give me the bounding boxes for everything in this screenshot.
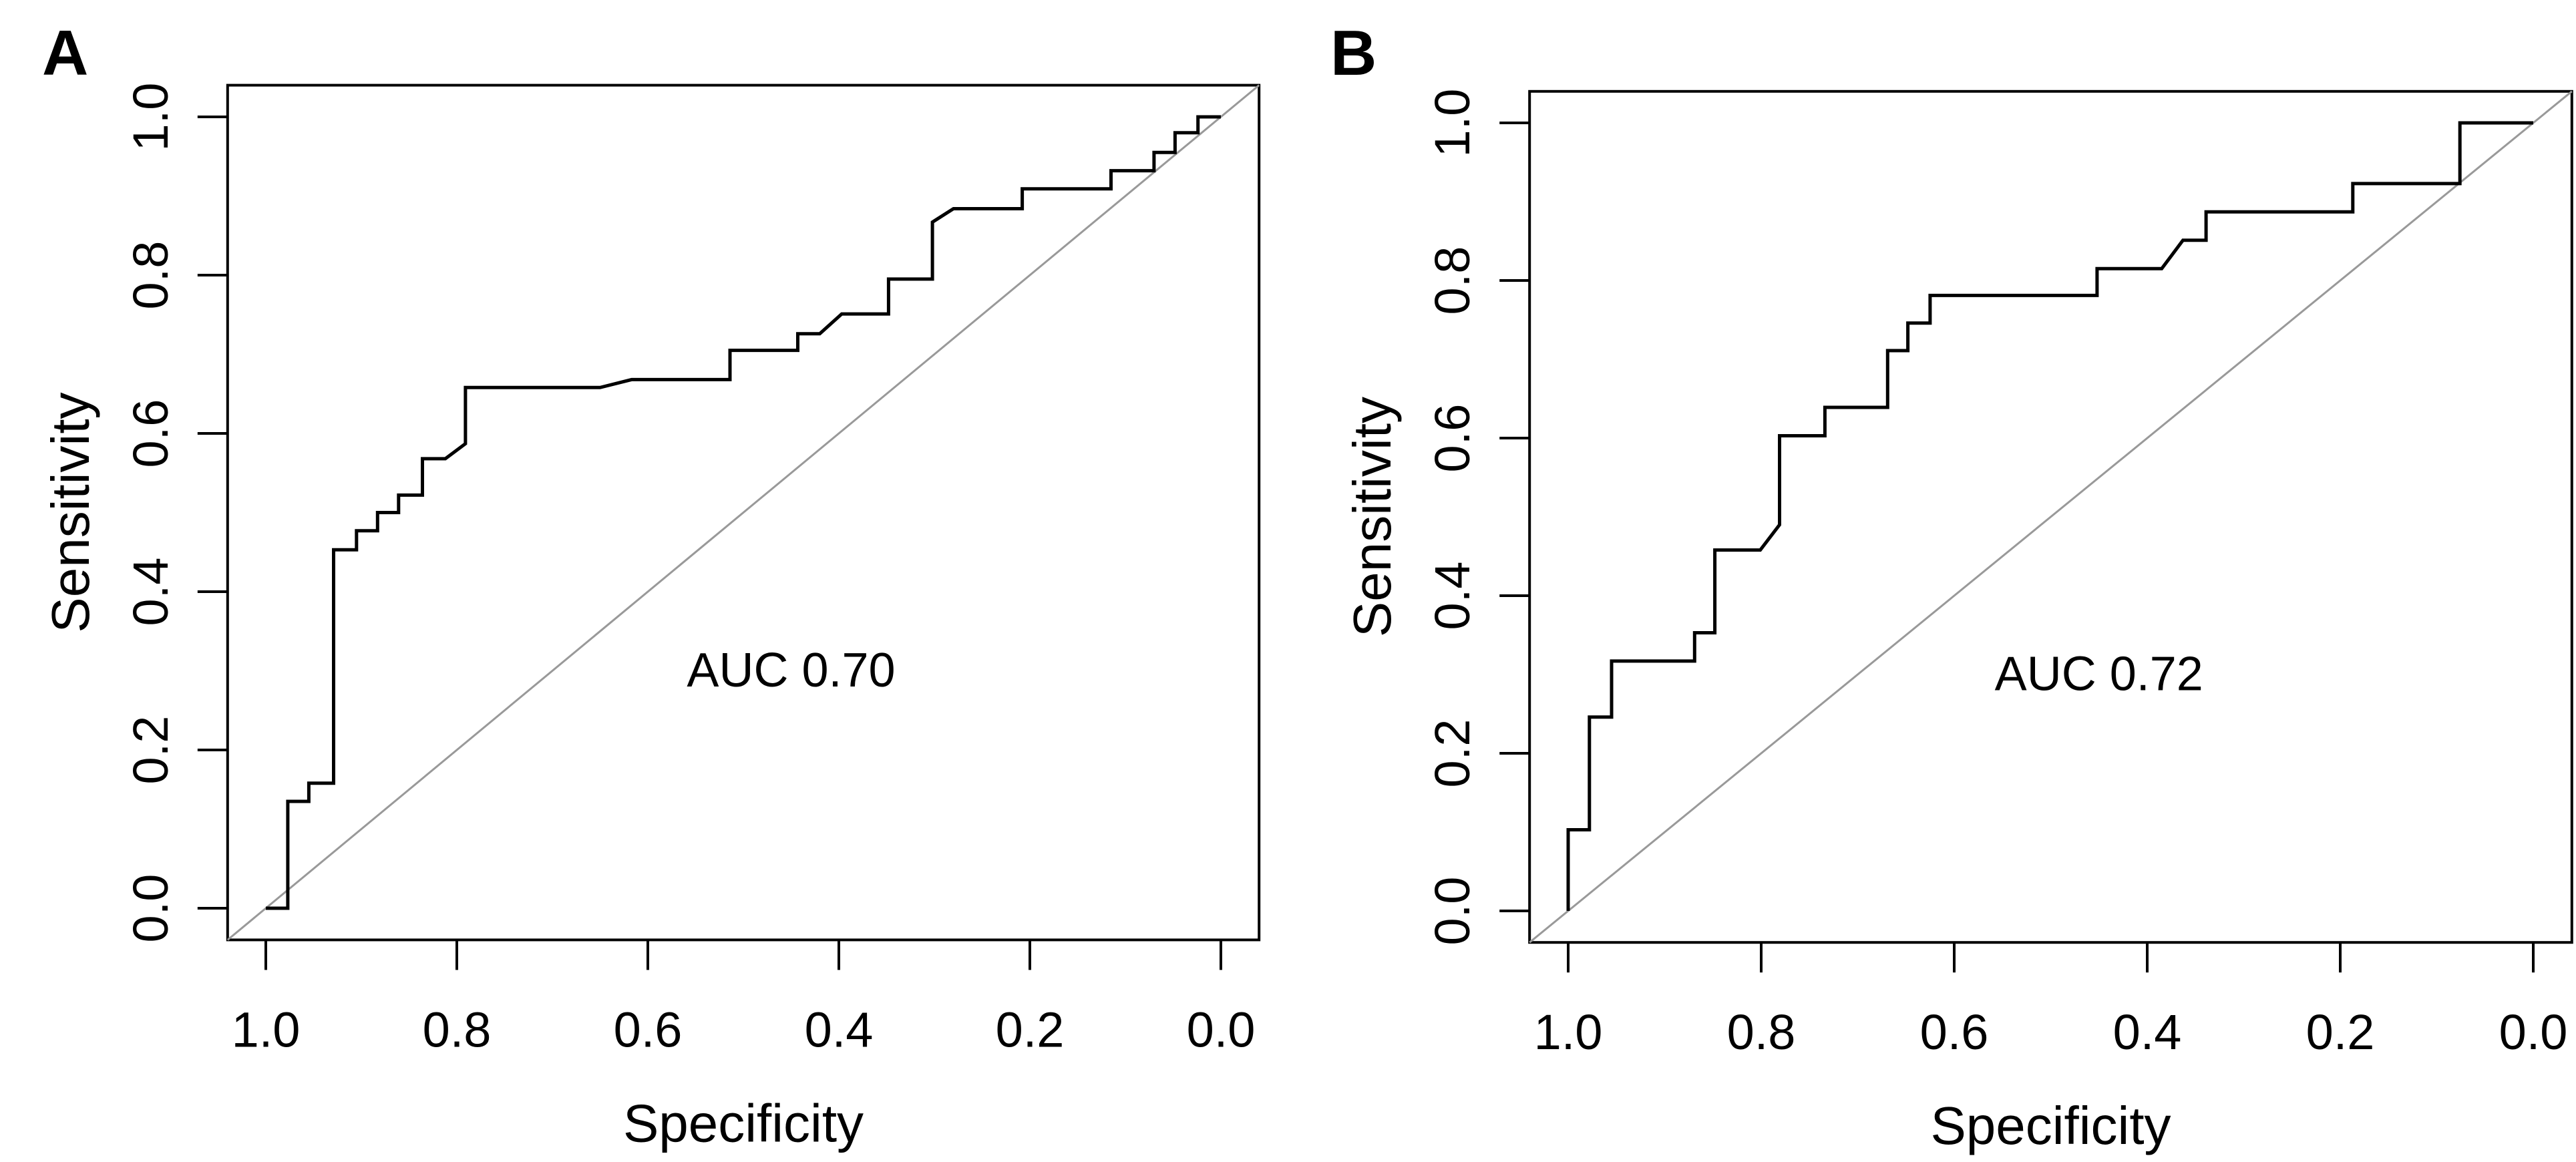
auc-annotation: AUC 0.72 <box>1995 648 2203 701</box>
y-tick-label: 0.6 <box>1425 404 1480 473</box>
roc-curve <box>266 115 1221 910</box>
panel-label: A <box>42 17 88 89</box>
x-tick-label: 1.0 <box>1534 1004 1603 1060</box>
x-axis-title: Specificity <box>1930 1096 2171 1155</box>
y-tick-label: 0.2 <box>1425 719 1480 788</box>
plot-box <box>1528 89 2573 944</box>
y-tick-label: 0.8 <box>123 241 178 310</box>
y-tick-label: 0.0 <box>123 874 178 943</box>
x-tick-label: 0.0 <box>2499 1004 2568 1060</box>
x-tick-label: 0.6 <box>614 1002 683 1057</box>
roc-curve <box>1566 121 2533 911</box>
roc-panel-A: 1.0 0.8 0.6 0.4 0.2 0.0 0.0 0.2 0.4 0.6 0.8 1.0 Spec… <box>41 17 1261 1153</box>
x-tick-label: 0.8 <box>1727 1004 1796 1060</box>
plot-box <box>226 83 1261 942</box>
y-tick-label: 0.8 <box>1425 246 1480 315</box>
x-tick-label: 0.4 <box>2113 1004 2182 1060</box>
reference-diagonal-line <box>226 84 1260 941</box>
y-tick-label: 0.6 <box>123 399 178 468</box>
reference-diagonal-line <box>1529 90 2573 944</box>
auc-annotation: AUC 0.70 <box>687 644 895 697</box>
y-axis-title: Sensitivity <box>41 392 100 632</box>
x-axis-title: Specificity <box>623 1093 864 1153</box>
roc-panel-B: 1.0 0.8 0.6 0.4 0.2 0.0 0.0 0.2 0.4 0.6 0.8 1.0 Spec… <box>1330 17 2573 1155</box>
panel-label: B <box>1330 17 1376 89</box>
x-tick-label: 1.0 <box>232 1002 301 1057</box>
y-tick-label: 0.2 <box>123 716 178 785</box>
y-tick-label: 0.4 <box>123 558 178 626</box>
y-tick-label: 1.0 <box>1425 89 1480 158</box>
x-tick-label: 0.0 <box>1187 1002 1256 1057</box>
x-tick-label: 0.2 <box>2306 1004 2375 1060</box>
y-tick-label: 0.0 <box>1425 877 1480 946</box>
x-tick-label: 0.2 <box>996 1002 1065 1057</box>
y-axis-title: Sensitivity <box>1342 397 1402 637</box>
y-tick-label: 0.4 <box>1425 562 1480 630</box>
x-tick-label: 0.8 <box>423 1002 492 1057</box>
y-tick-label: 1.0 <box>123 83 178 152</box>
x-tick-label: 0.4 <box>805 1002 874 1057</box>
x-tick-label: 0.6 <box>1920 1004 1989 1060</box>
